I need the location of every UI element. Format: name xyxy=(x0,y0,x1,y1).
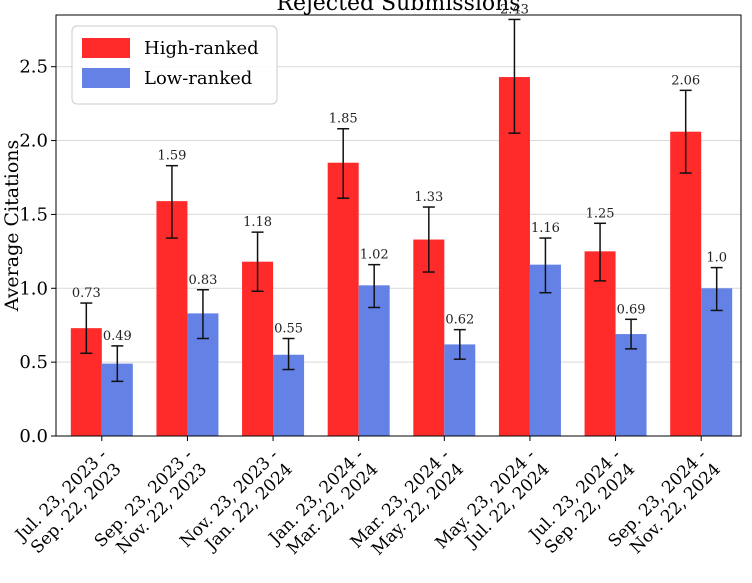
bar-high-ranked xyxy=(584,251,616,436)
plot-frame xyxy=(55,14,742,437)
legend-swatch xyxy=(82,38,130,58)
data-label: 1.59 xyxy=(157,149,186,164)
data-label: 1.33 xyxy=(414,190,443,205)
data-label: 1.25 xyxy=(586,206,615,221)
error-bars xyxy=(80,18,723,383)
data-label: 0.83 xyxy=(188,273,217,288)
chart-title: Rejected Submissions xyxy=(276,0,520,16)
data-label: 1.02 xyxy=(360,248,389,263)
bar-high-ranked xyxy=(498,77,530,436)
bar-low-ranked xyxy=(615,334,647,436)
data-label: 1.85 xyxy=(329,112,358,127)
bar-low-ranked xyxy=(358,285,390,436)
y-tick-label: 1.5 xyxy=(19,204,48,225)
data-label: 2.43 xyxy=(500,2,529,17)
y-axis-ticks: 0.0 0.5 1.0 1.5 2.0 2.5 xyxy=(19,57,56,447)
y-tick-label: 2.5 xyxy=(19,57,48,78)
data-label: 1.16 xyxy=(531,221,560,236)
data-label: 1.0 xyxy=(706,251,727,266)
data-label: 0.69 xyxy=(617,302,646,317)
data-label: 1.18 xyxy=(243,215,272,230)
bar-low-ranked xyxy=(701,288,733,436)
legend: High-ranked Low-ranked xyxy=(71,25,278,105)
y-tick-label: 0.0 xyxy=(19,426,48,447)
data-label: 0.55 xyxy=(274,322,303,337)
legend-label: High-ranked xyxy=(144,38,259,59)
legend-swatch xyxy=(82,68,130,88)
y-tick-label: 0.5 xyxy=(19,352,48,373)
bars xyxy=(70,77,733,436)
legend-label: Low-ranked xyxy=(144,68,252,89)
data-label: 0.62 xyxy=(445,313,474,328)
data-label: 2.06 xyxy=(671,73,700,88)
y-tick-label: 1.0 xyxy=(19,278,48,299)
y-axis-label: Average Citations xyxy=(1,140,23,313)
bar-high-ranked xyxy=(327,162,359,436)
y-tick-label: 2.0 xyxy=(19,131,48,152)
data-labels: 0.73 0.49 1.59 0.83 1.18 0.55 1.85 1.02 1.33 0.62… xyxy=(72,2,727,343)
data-label: 0.49 xyxy=(103,329,132,344)
bar-high-ranked xyxy=(670,131,702,436)
bar-high-ranked xyxy=(156,201,188,436)
data-label: 0.73 xyxy=(72,286,101,301)
